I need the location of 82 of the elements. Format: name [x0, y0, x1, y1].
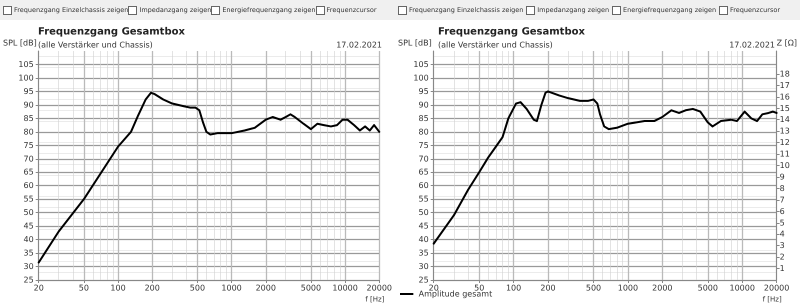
- y2-tick-label: 11: [780, 150, 790, 159]
- y-tick-label: 30: [418, 262, 429, 272]
- legend-label: Amplitude gesamt: [418, 290, 492, 298]
- x-tick-label: 50: [474, 284, 484, 292]
- x-tick-label: 50: [78, 284, 89, 292]
- y-tick-label: 105: [18, 60, 34, 69]
- y2-tick-label: 18: [780, 69, 790, 78]
- y2-tick-label: 14: [780, 115, 790, 124]
- y-tick-label: 70: [24, 154, 34, 164]
- text: 17.02.2021: [336, 40, 382, 50]
- y2-tick-label: 1: [780, 264, 785, 274]
- x-tick-label: 10000: [729, 284, 755, 292]
- y-tick-label: 35: [418, 248, 429, 258]
- y2-tick-label: 10: [780, 161, 790, 170]
- y-tick-label: 35: [24, 248, 34, 258]
- y-tick-label: 85: [418, 114, 429, 123]
- x-tick-label: 500: [586, 284, 602, 292]
- chart-title: Frequenzgang Gesamtbox: [38, 26, 186, 38]
- x-tick-label: 2000: [652, 284, 672, 292]
- x-tick-label: 1000: [618, 284, 638, 292]
- y2-tick-label: 13: [780, 126, 790, 136]
- x-tick-label: 5000: [698, 284, 718, 292]
- y-tick-label: 80: [24, 127, 34, 136]
- y2-tick-label: 8: [780, 184, 785, 193]
- y-tick-label: 100: [18, 73, 34, 82]
- y-tick-label: 85: [24, 114, 34, 123]
- y2-tick-label: 5: [780, 218, 785, 228]
- x-tick-label: 1000: [221, 284, 242, 292]
- x-tick-label: 100: [506, 284, 522, 292]
- x-tick-label: 200: [540, 284, 556, 292]
- x-tick-label: 20000: [366, 284, 392, 292]
- y-tick-label: 65: [24, 168, 34, 177]
- y2-tick-label: 3: [780, 241, 785, 250]
- y-tick-label: 60: [24, 181, 34, 190]
- y-tick-label: 25: [418, 276, 429, 284]
- y-tick-label: 30: [24, 262, 34, 272]
- y-tick-label: 45: [24, 222, 34, 231]
- y2-tick-label: 12: [780, 138, 790, 148]
- text: 17.02.2021: [729, 40, 776, 50]
- y-tick-label: 95: [418, 86, 429, 96]
- y-tick-label: 95: [24, 86, 34, 96]
- y2-tick-label: 2: [780, 252, 785, 262]
- y-tick-label: 100: [413, 73, 429, 82]
- x-tick-label: 20: [428, 284, 439, 292]
- y-tick-label: 60: [418, 181, 429, 190]
- x-tick-label: 10000: [332, 284, 358, 292]
- y-tick-label: 90: [24, 100, 34, 110]
- x-tick-label: 5000: [300, 284, 322, 292]
- y-tick-label: 40: [24, 235, 34, 244]
- y2-tick-label: 4: [780, 230, 785, 239]
- y2-tick-label: 7: [780, 195, 785, 204]
- chart-subtitle: (alle Verstärker und Chassis): [38, 40, 153, 50]
- y2-axis-title: Z [Ω]: [776, 38, 798, 48]
- y-tick-label: 45: [418, 222, 429, 231]
- y-tick-label: 65: [418, 168, 429, 177]
- y-tick-label: 70: [418, 154, 429, 164]
- x-tick-label: 500: [190, 284, 206, 292]
- y-axis-title: SPL [dB]: [398, 38, 432, 48]
- x-tick-label: 20: [34, 284, 44, 292]
- y2-tick-label: 16: [780, 92, 790, 102]
- y-tick-label: 50: [418, 208, 429, 218]
- y2-tick-label: 9: [780, 172, 785, 182]
- y-tick-label: 25: [24, 276, 34, 284]
- y-tick-label: 75: [418, 140, 429, 150]
- y-tick-label: 80: [418, 127, 429, 136]
- y-axis-title: SPL [dB]: [2, 38, 37, 48]
- x-tick-label: 200: [144, 284, 160, 292]
- y-tick-label: 90: [418, 100, 429, 110]
- y-tick-label: 55: [24, 194, 34, 204]
- y2-tick-label: 15: [780, 104, 790, 113]
- y-tick-label: 55: [418, 194, 429, 204]
- chart-title: Frequenzgang Gesamtbox: [438, 26, 586, 38]
- y2-tick-label: 17: [780, 80, 790, 90]
- y-tick-label: 50: [24, 208, 34, 218]
- y-tick-label: 75: [24, 140, 34, 150]
- y2-tick-label: 6: [780, 206, 785, 216]
- x-tick-label: 2000: [256, 284, 276, 292]
- chart-subtitle: (alle Verstärker und Chassis): [438, 40, 553, 50]
- y-tick-label: 40: [418, 235, 429, 244]
- x-tick-label: 100: [110, 284, 126, 292]
- y-tick-label: 105: [413, 60, 429, 69]
- x-tick-label: 20000: [764, 284, 790, 292]
